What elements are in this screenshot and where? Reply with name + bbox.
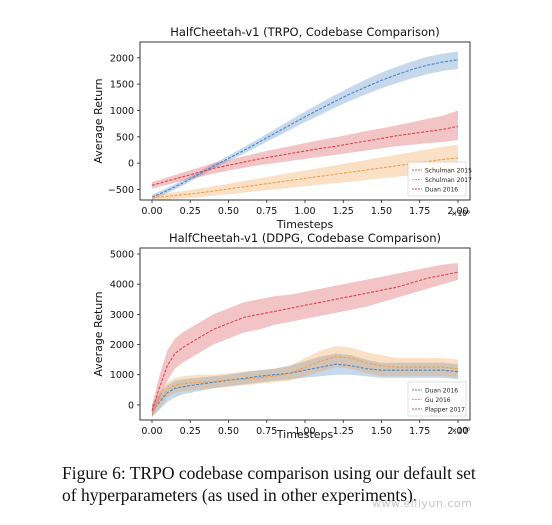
x-tick-label: 0.50 [218,206,239,217]
confidence-band [152,263,458,417]
plot-frame [139,247,471,421]
chart-title: HalfCheetah-v1 (DDPG, Codebase Compariso… [169,231,441,245]
confidence-band [152,51,458,200]
y-tick-label: 1000 [110,106,134,117]
x-axis-label: Timesteps [276,428,334,441]
x-tick-label: 0.25 [180,426,201,437]
confidence-band [152,110,458,189]
confidence-band [152,353,458,417]
chart-panel-1: HalfCheetah-v1 (TRPO, Codebase Compariso… [92,25,472,231]
legend-entry: Duan 2016 [425,388,458,395]
y-tick-label: 3000 [110,310,134,321]
watermark: www.elliyun.com [372,497,473,510]
y-axis-label: Average Return [92,291,105,376]
series-line [151,363,459,412]
chart-panel-2: HalfCheetah-v1 (DDPG, Codebase Compariso… [92,231,471,441]
x-tick-label: 0.75 [256,426,277,437]
x-tick-label: 0.00 [141,206,162,217]
x-tick-label: 1.50 [371,206,392,217]
y-tick-label: 0 [128,159,134,170]
legend-entry: Schulman 2015 [425,168,472,175]
y-axis-label: Average Return [92,78,105,163]
y-tick-label: 5000 [110,250,134,261]
series-line [151,157,459,198]
legend-entry: Gu 2016 [425,397,451,404]
x-tick-label: 1.00 [294,206,315,217]
x-tick-label: 1.00 [294,426,315,437]
x-axis-multiplier: ×10⁶ [451,209,470,218]
series-line [151,59,459,198]
figure: HalfCheetah-v1 (TRPO, Codebase Compariso… [92,25,472,441]
legend-entry: Schulman 2017 [425,177,472,184]
confidence-band [152,346,458,417]
legend-entry: Duan 2016 [425,187,458,194]
x-axis-label: Timesteps [276,218,334,231]
x-axis-multiplier: ×10⁶ [451,426,470,435]
x-tick-label: 1.25 [333,426,354,437]
figure-caption: Figure 6: TRPO codebase comparison using… [62,462,542,506]
x-tick-label: 1.75 [409,426,430,437]
caption-line-2: of hyperparameters (as used in other exp… [62,485,418,505]
x-tick-label: 1.75 [409,206,430,217]
y-tick-label: 500 [116,132,134,143]
x-tick-label: 0.00 [141,426,162,437]
x-tick-label: 1.50 [371,426,392,437]
legend-box [407,161,467,197]
legend-box [407,381,467,417]
x-tick-label: 2.00 [447,426,468,437]
confidence-band [152,144,458,200]
y-tick-label: 4000 [110,280,134,291]
y-tick-label: 1000 [110,370,134,381]
y-tick-label: 2000 [110,340,134,351]
x-tick-label: 0.75 [256,206,277,217]
chart-title: HalfCheetah-v1 (TRPO, Codebase Compariso… [170,25,440,39]
y-tick-label: 0 [128,400,134,411]
y-tick-label: −500 [108,185,134,196]
x-tick-label: 1.25 [333,206,354,217]
series-line [151,271,459,412]
x-tick-label: 2.00 [447,206,468,217]
series-line [151,356,459,412]
legend: Duan 2016 Gu 2016 Plapper 2017 [407,381,467,417]
caption-line-1: Figure 6: TRPO codebase comparison using… [62,463,476,483]
x-tick-label: 0.25 [180,206,201,217]
legend-entry: Plapper 2017 [425,407,465,414]
y-tick-label: 1500 [110,80,134,91]
x-tick-label: 0.50 [218,426,239,437]
plot-frame [139,41,471,201]
y-tick-label: 2000 [110,53,134,64]
legend: Schulman 2015 Schulman 2017 Duan 2016 [407,161,472,197]
